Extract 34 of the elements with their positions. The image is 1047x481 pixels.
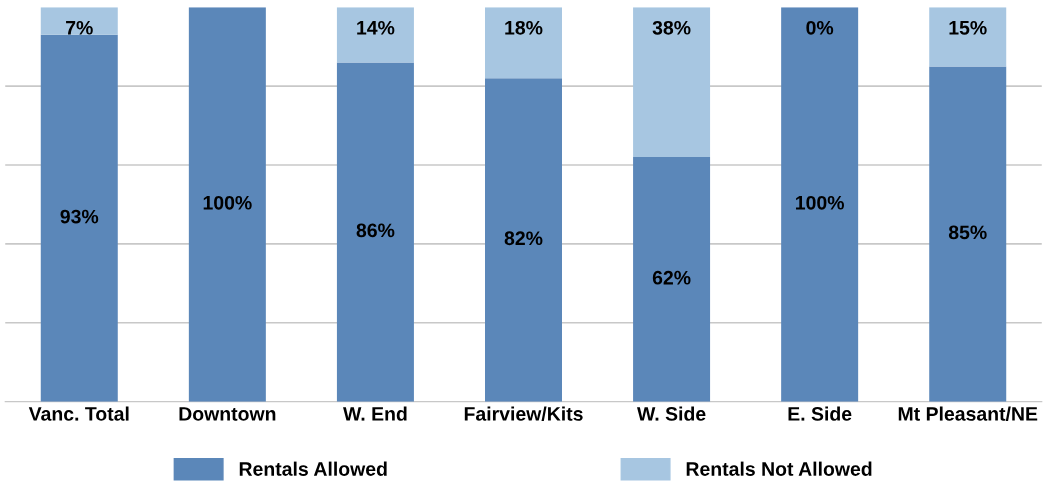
legend-label: Rentals Not Allowed: [686, 461, 872, 476]
x-tick-label: Fairview/Kits: [464, 406, 583, 421]
bar: [485, 7, 562, 79]
data-label: 85%: [948, 225, 987, 240]
data-label: 15%: [949, 20, 987, 35]
data-label: 18%: [505, 20, 543, 35]
x-tick-label: Downtown: [179, 407, 276, 421]
bar: [633, 7, 711, 158]
legend-label: Rentals Allowed: [239, 461, 387, 476]
x-tick-label: E. Side: [788, 406, 852, 421]
x-tick-label: Mt Pleasant/NE: [898, 406, 1038, 421]
bar: [929, 7, 1007, 67]
bar: [336, 7, 414, 63]
data-label: 93%: [60, 209, 99, 224]
bar: [188, 7, 266, 402]
data-label: 100%: [796, 195, 845, 210]
x-tick-label: W. End: [343, 406, 407, 421]
data-label: 7%: [66, 20, 93, 35]
bar: [40, 7, 118, 35]
data-label: 62%: [652, 270, 691, 285]
bar: [40, 34, 118, 402]
bar: [485, 78, 562, 402]
bar: [336, 62, 414, 402]
bar: [781, 7, 859, 402]
data-label: 82%: [504, 231, 543, 246]
x-tick-label: W. Side: [637, 406, 706, 421]
x-tick-label: Vanc. Total: [28, 406, 129, 421]
data-label: 100%: [203, 195, 252, 210]
data-label: 86%: [356, 223, 395, 238]
bar: [633, 157, 711, 402]
data-label: 14%: [357, 20, 395, 35]
data-label: 0%: [806, 20, 834, 35]
data-label: 38%: [652, 20, 691, 35]
bar: [929, 66, 1007, 402]
